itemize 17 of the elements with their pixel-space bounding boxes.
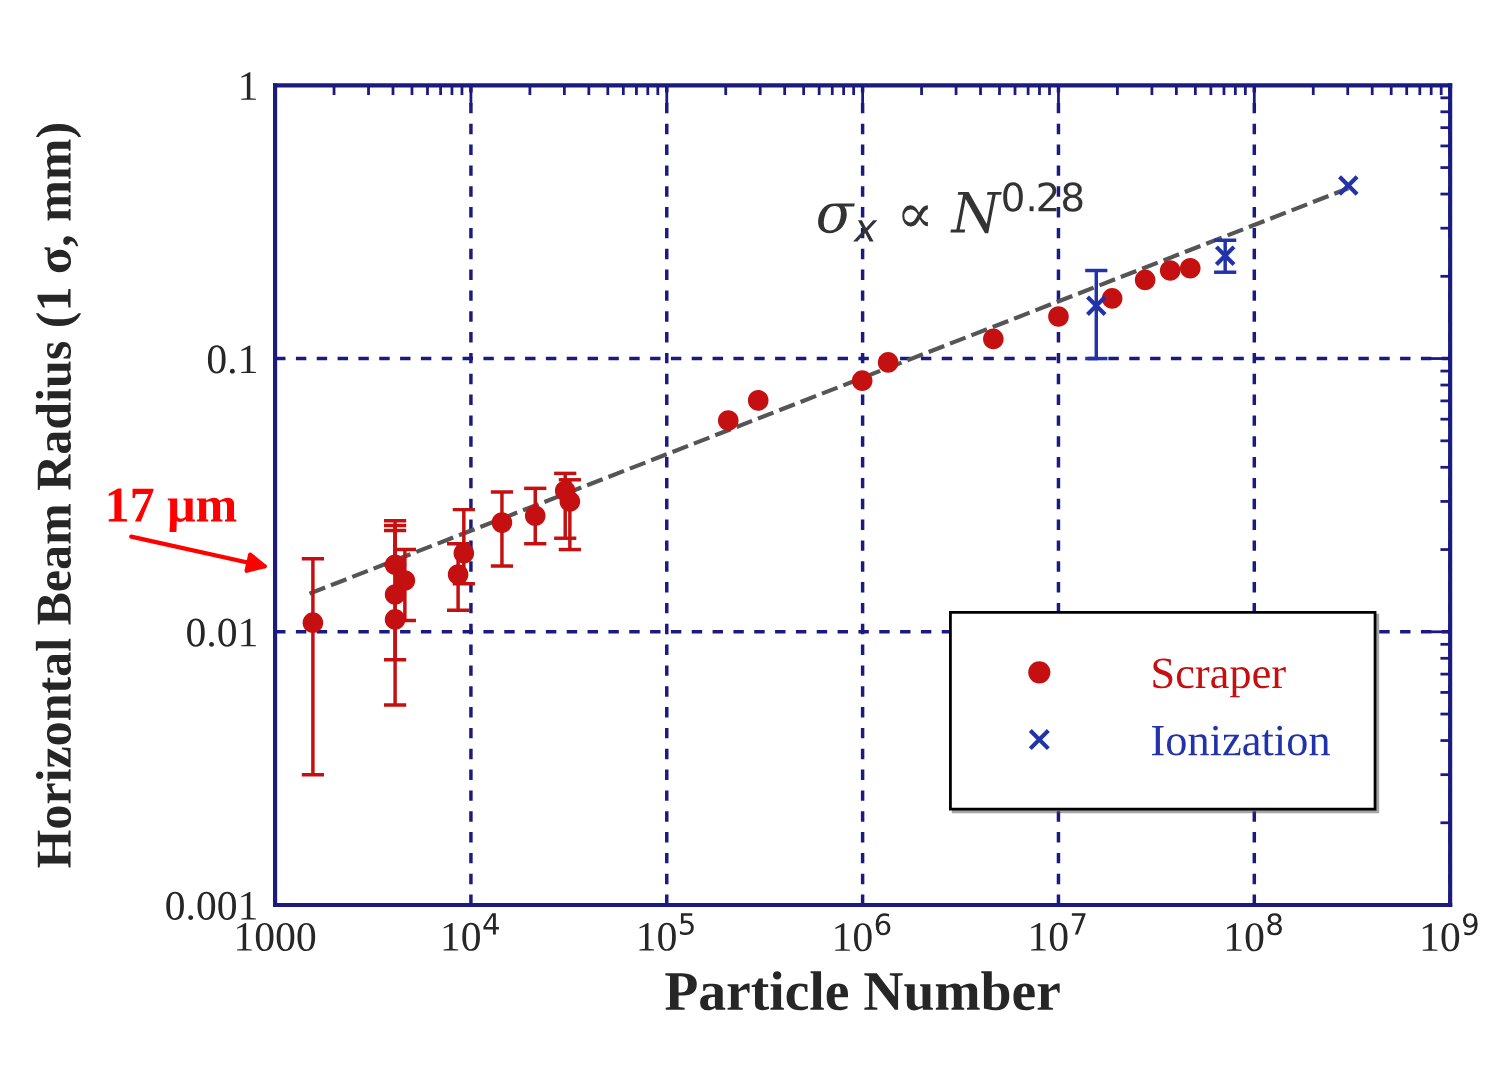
y-axis-title: Horizontal Beam Radius (1 σ, mm)	[35, 124, 82, 868]
x-tick-label: 10$^{6}$	[835, 913, 891, 952]
y-tick-label: 0.01	[187, 618, 256, 647]
x-axis-title: Particle Number	[665, 971, 1060, 1011]
text: 17 μm	[108, 488, 237, 533]
x-tick-label: 10$^{7}$	[1031, 913, 1086, 951]
y-tick-label: 0.1	[207, 345, 256, 374]
x-tick-label: 10$^{9}$	[1422, 913, 1478, 952]
x-tick-label: 10$^{8}$	[1226, 913, 1282, 952]
x-tick-label: 10$^{4}$	[443, 913, 499, 951]
y-tick-label: 1	[241, 72, 256, 100]
y-tick-label: 0.001	[166, 891, 256, 921]
x-tick-label: 1000	[237, 922, 316, 952]
legend-label: Scraper	[1153, 658, 1286, 698]
x-tick-label: 10$^{5}$	[639, 913, 694, 951]
annotation: σ$_{x}$ ∝ N$^{0.28}$	[818, 182, 1083, 242]
legend-label: Ionization	[1152, 725, 1330, 756]
